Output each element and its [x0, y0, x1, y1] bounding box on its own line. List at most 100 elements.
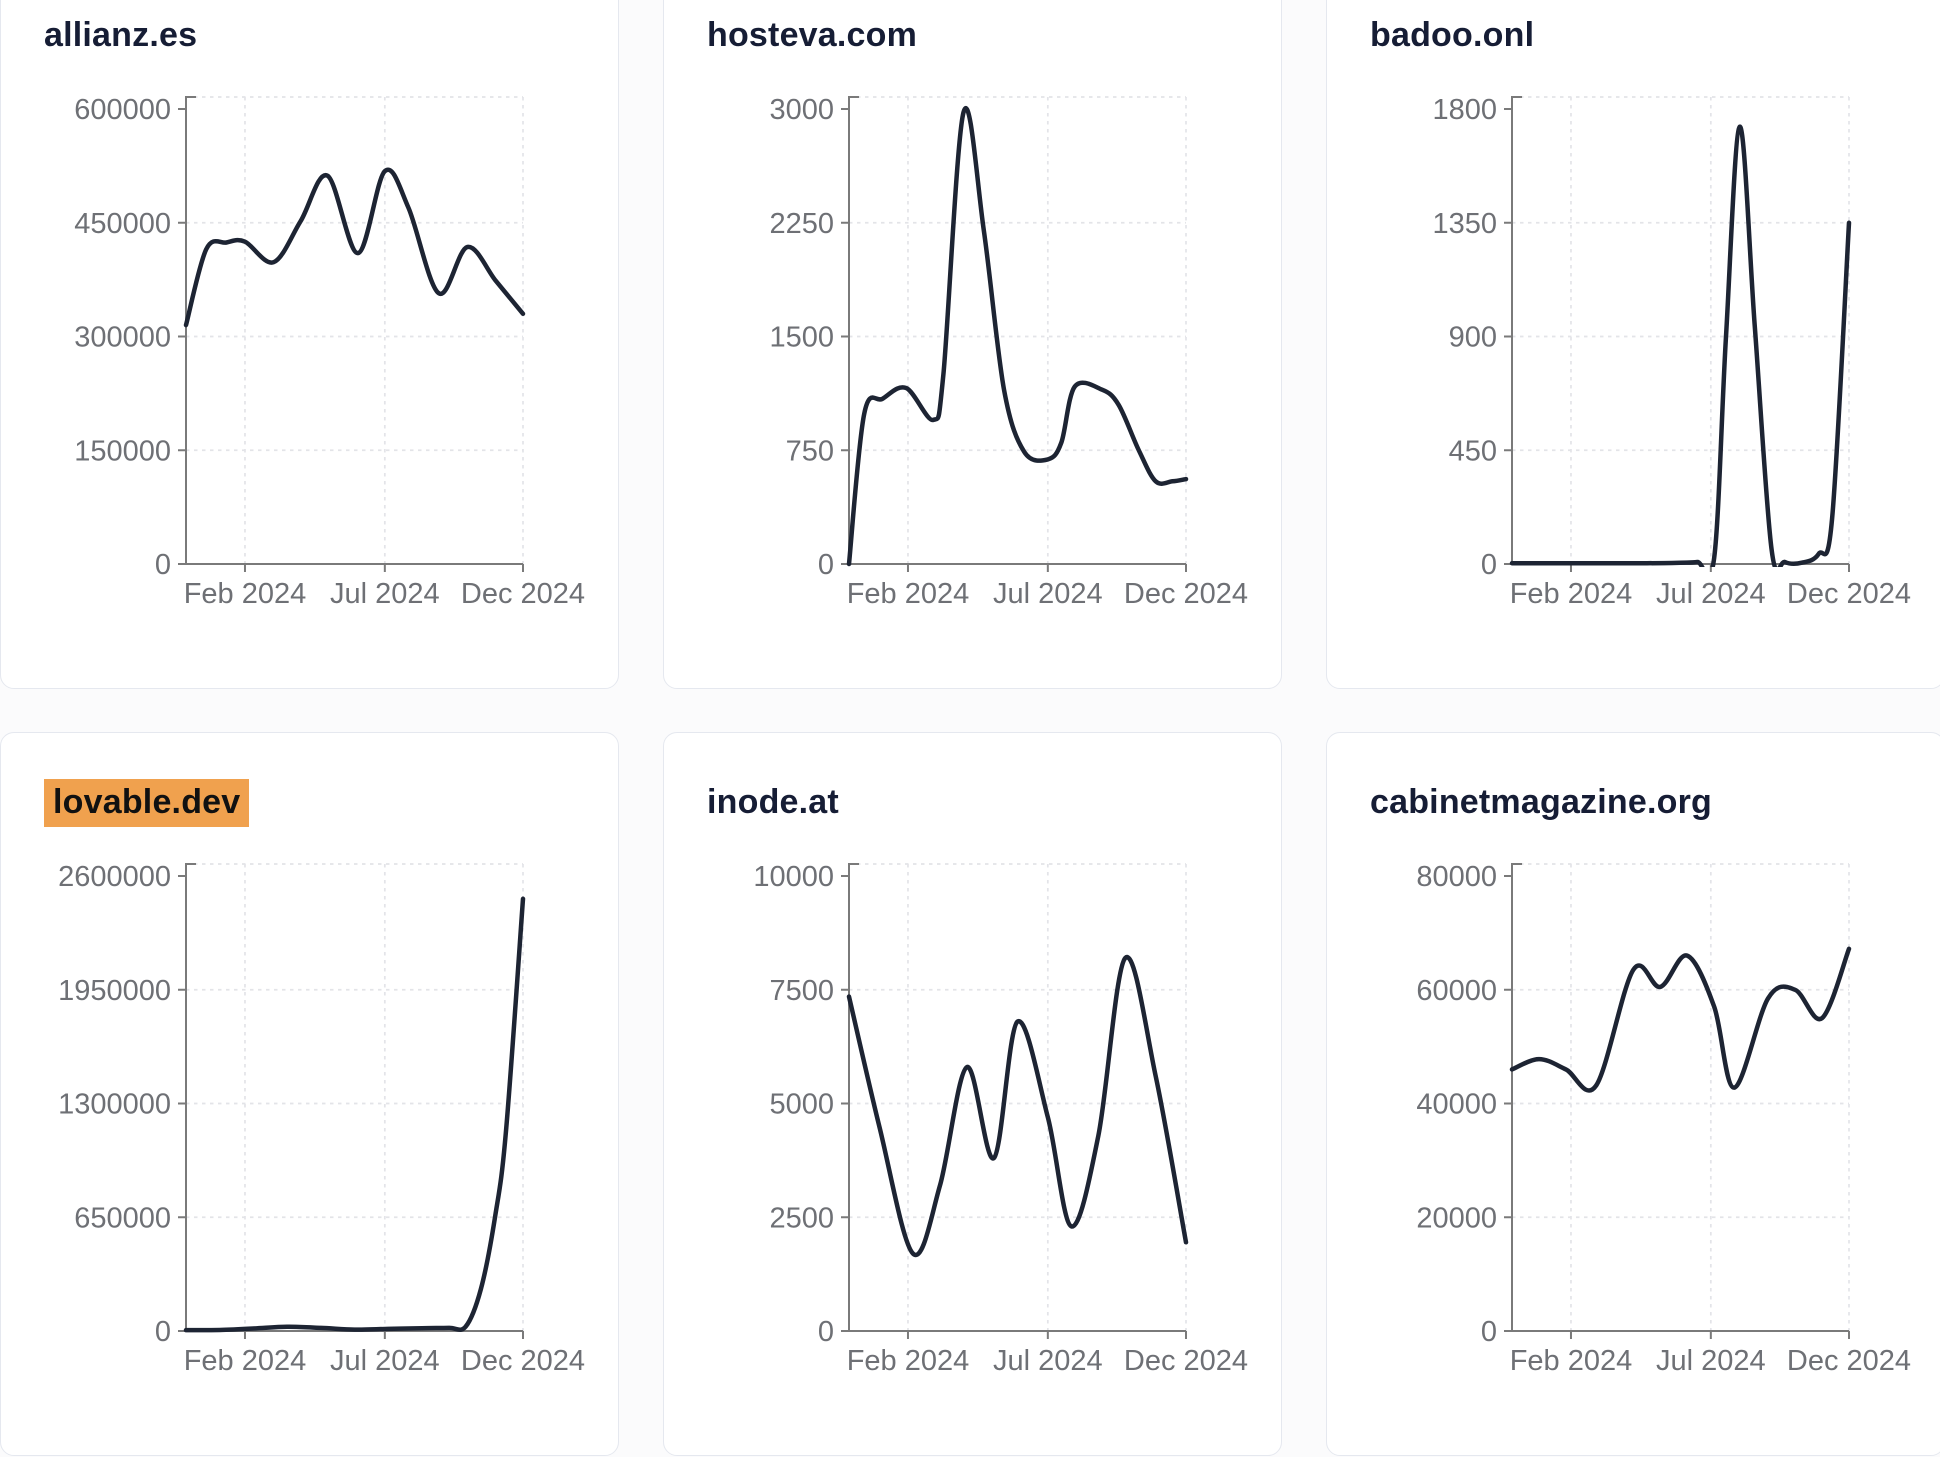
domain-card: 0 750 1500 2250 3000 Feb 2024 Jul 2024 Dec 2024…: [663, 0, 1282, 689]
traffic-chart: 0 750 1500 2250 3000 Feb 2024 Jul 2024 Dec 2024: [769, 94, 1248, 610]
y-axis: [848, 96, 859, 564]
gridlines: [186, 96, 524, 564]
x-tick-label: Dec 2024: [1787, 578, 1911, 610]
traffic-line: [183, 167, 526, 328]
x-tick-labels: Feb 2024 Jul 2024 Dec 2024: [847, 578, 1248, 610]
y-tick-labels: 0 750 1500 2250 3000: [769, 94, 834, 581]
x-tick-label: Dec 2024: [461, 1345, 585, 1377]
y-tick-label: 0: [818, 549, 834, 581]
y-axis: [185, 863, 196, 1331]
domain-title: lovable.dev: [44, 779, 250, 827]
domain-title: hosteva.com: [707, 16, 917, 55]
gridlines: [186, 863, 524, 1331]
y-tick-label: 600000: [74, 94, 171, 126]
y-axis: [1511, 863, 1522, 1331]
y-tick-label: 450: [1449, 435, 1497, 467]
y-axis: [185, 96, 196, 564]
y-tick-labels: 0 2500 5000 7500 10000: [753, 861, 834, 1348]
y-tick-label: 0: [818, 1316, 834, 1348]
axes: [1504, 96, 1850, 572]
y-tick-labels: 0 450 900 1350 1800: [1432, 94, 1497, 581]
y-tick-label: 2500: [769, 1202, 834, 1234]
traffic-chart: 0 2500 5000 7500 10000 Feb 2024 Jul 2024 Dec 20…: [753, 861, 1248, 1377]
y-axis: [848, 863, 859, 1331]
axes: [178, 863, 524, 1339]
y-tick-label: 650000: [74, 1202, 171, 1234]
y-tick-labels: 0 650000 1300000 1950000 2600000: [58, 861, 171, 1348]
y-tick-label: 0: [1481, 1316, 1497, 1348]
y-tick-label: 20000: [1416, 1202, 1497, 1234]
y-tick-label: 900: [1449, 322, 1497, 354]
y-tick-label: 150000: [74, 435, 171, 467]
domain-title: inode.at: [707, 783, 839, 822]
domain-card: 0 150000 300000 450000 600000 Feb 2024 Jul 202…: [0, 0, 619, 689]
domain-title: allianz.es: [44, 16, 197, 55]
y-axis: [1511, 96, 1522, 564]
y-tick-labels: 0 20000 40000 60000 80000: [1416, 861, 1497, 1348]
domain-title-text: hosteva.com: [707, 16, 918, 54]
y-tick-label: 1500: [769, 322, 834, 354]
traffic-line: [183, 896, 526, 1333]
gridlines: [1512, 863, 1850, 1331]
x-tick-label: Feb 2024: [184, 578, 307, 610]
x-tick-label: Feb 2024: [1510, 1345, 1633, 1377]
gridlines: [849, 96, 1187, 564]
traffic-chart: 0 450 900 1350 1800 Feb 2024 Jul 2024 Dec 2024: [1432, 94, 1911, 610]
x-tick-label: Feb 2024: [184, 1345, 307, 1377]
axes: [1504, 863, 1850, 1339]
gridlines: [849, 863, 1187, 1331]
domain-title-text: cabinetmagazine.org: [1370, 783, 1712, 821]
domain-title: badoo.onl: [1370, 16, 1534, 55]
y-tick-label: 0: [1481, 549, 1497, 581]
y-tick-label: 300000: [74, 322, 171, 354]
y-tick-label: 2600000: [58, 861, 171, 893]
domain-title-text: inode.at: [707, 783, 839, 821]
domain-title: cabinetmagazine.org: [1370, 783, 1712, 822]
domain-card: 0 650000 1300000 1950000 2600000 Feb 2024 Jul …: [0, 732, 619, 1456]
y-tick-label: 1300000: [58, 1089, 171, 1121]
traffic-line: [846, 954, 1189, 1258]
traffic-chart: 0 150000 300000 450000 600000 Feb 2024 Jul 202…: [74, 94, 585, 610]
x-tick-label: Jul 2024: [993, 1345, 1103, 1377]
traffic-line: [846, 106, 1189, 567]
x-tick-label: Jul 2024: [330, 578, 440, 610]
y-tick-label: 450000: [74, 208, 171, 240]
y-tick-label: 5000: [769, 1089, 834, 1121]
y-tick-label: 60000: [1416, 975, 1497, 1007]
x-tick-label: Feb 2024: [847, 578, 970, 610]
y-tick-label: 1950000: [58, 975, 171, 1007]
y-tick-label: 10000: [753, 861, 834, 893]
domain-card: 0 450 900 1350 1800 Feb 2024 Jul 2024 Dec 2024 …: [1326, 0, 1940, 689]
traffic-line: [1509, 124, 1852, 567]
y-tick-label: 750: [786, 435, 834, 467]
gridlines: [1512, 96, 1850, 564]
x-tick-labels: Feb 2024 Jul 2024 Dec 2024: [184, 578, 585, 610]
x-tick-label: Dec 2024: [1124, 578, 1248, 610]
y-tick-label: 7500: [769, 975, 834, 1007]
x-tick-labels: Feb 2024 Jul 2024 Dec 2024: [847, 1345, 1248, 1377]
x-tick-label: Jul 2024: [330, 1345, 440, 1377]
domain-card: 0 2500 5000 7500 10000 Feb 2024 Jul 2024 Dec 20…: [663, 732, 1282, 1456]
x-tick-label: Dec 2024: [1124, 1345, 1248, 1377]
domain-title-text: badoo.onl: [1370, 16, 1535, 54]
x-tick-label: Feb 2024: [1510, 578, 1633, 610]
y-tick-label: 0: [155, 549, 171, 581]
y-tick-label: 0: [155, 1316, 171, 1348]
y-tick-label: 40000: [1416, 1089, 1497, 1121]
axes: [841, 863, 1187, 1339]
x-tick-label: Jul 2024: [1656, 1345, 1766, 1377]
traffic-line: [1509, 946, 1852, 1093]
x-tick-label: Jul 2024: [993, 578, 1103, 610]
y-tick-labels: 0 150000 300000 450000 600000: [74, 94, 171, 581]
y-tick-label: 80000: [1416, 861, 1497, 893]
domain-card: 0 20000 40000 60000 80000 Feb 2024 Jul 2024 Dec…: [1326, 732, 1940, 1456]
x-tick-labels: Feb 2024 Jul 2024 Dec 2024: [1510, 578, 1911, 610]
x-tick-label: Feb 2024: [847, 1345, 970, 1377]
y-tick-label: 2250: [769, 208, 834, 240]
axes: [841, 96, 1187, 572]
domain-title-text: allianz.es: [44, 16, 198, 54]
axes: [178, 96, 524, 572]
x-tick-labels: Feb 2024 Jul 2024 Dec 2024: [184, 1345, 585, 1377]
domain-title-text: lovable.dev: [44, 779, 250, 827]
